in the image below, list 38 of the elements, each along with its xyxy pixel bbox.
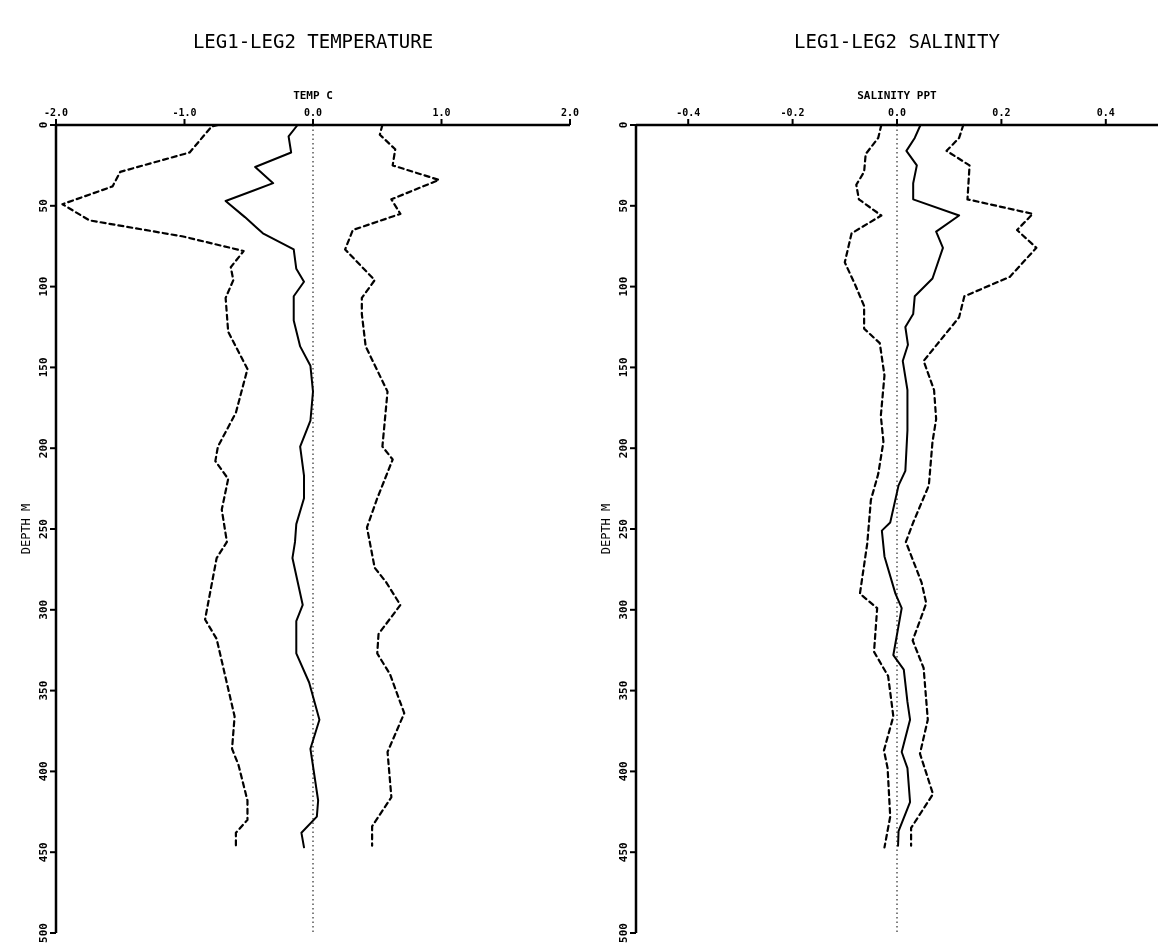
y-tick-label: 250 [37,519,50,539]
y-axis-title: DEPTH M [19,503,33,555]
y-tick-label: 50 [37,199,50,213]
y-tick-label: 500 [617,923,630,943]
x-tick-label: 0.2 [992,107,1011,118]
y-tick-label: 400 [37,761,50,782]
x-tick-label: 0.0 [887,107,907,118]
y-tick-label: 250 [617,519,630,539]
y-tick-label: 200 [37,438,50,459]
x-tick-label: 0.0 [303,107,323,118]
x-tick-label: -0.4 [676,107,701,118]
y-tick-label: 400 [617,761,630,782]
x-tick-label: 1.0 [432,107,451,118]
y-tick-label: 50 [617,199,630,213]
y-tick-label: 0 [617,121,630,129]
x-axis-title: SALINITY PPT [857,89,938,102]
x-axis-title: TEMP C [293,89,333,102]
y-axis-title: DEPTH M [599,503,613,555]
x-tick-label: -1.0 [172,107,197,118]
y-tick-label: 100 [37,276,50,297]
y-tick-label: 200 [617,438,630,459]
y-tick-label: 0 [37,121,50,129]
y-tick-label: 350 [617,680,630,701]
x-tick-label: -2.0 [43,107,69,118]
y-tick-label: 100 [617,276,630,297]
y-tick-label: 150 [37,357,50,378]
x-tick-label: 0.4 [1096,107,1115,118]
y-tick-label: 300 [37,599,50,620]
x-tick-label: 2.0 [560,107,580,118]
y-tick-label: 150 [617,357,630,378]
y-tick-label: 300 [617,599,630,620]
y-tick-label: 450 [37,842,50,863]
chart-title: LEG1-LEG2 TEMPERATURE [192,30,434,52]
y-tick-label: 500 [37,923,50,943]
y-tick-label: 350 [37,680,50,701]
y-tick-label: 450 [617,842,630,863]
x-tick-label: -0.2 [780,107,805,118]
chart-title: LEG1-LEG2 SALINITY [794,30,1001,52]
